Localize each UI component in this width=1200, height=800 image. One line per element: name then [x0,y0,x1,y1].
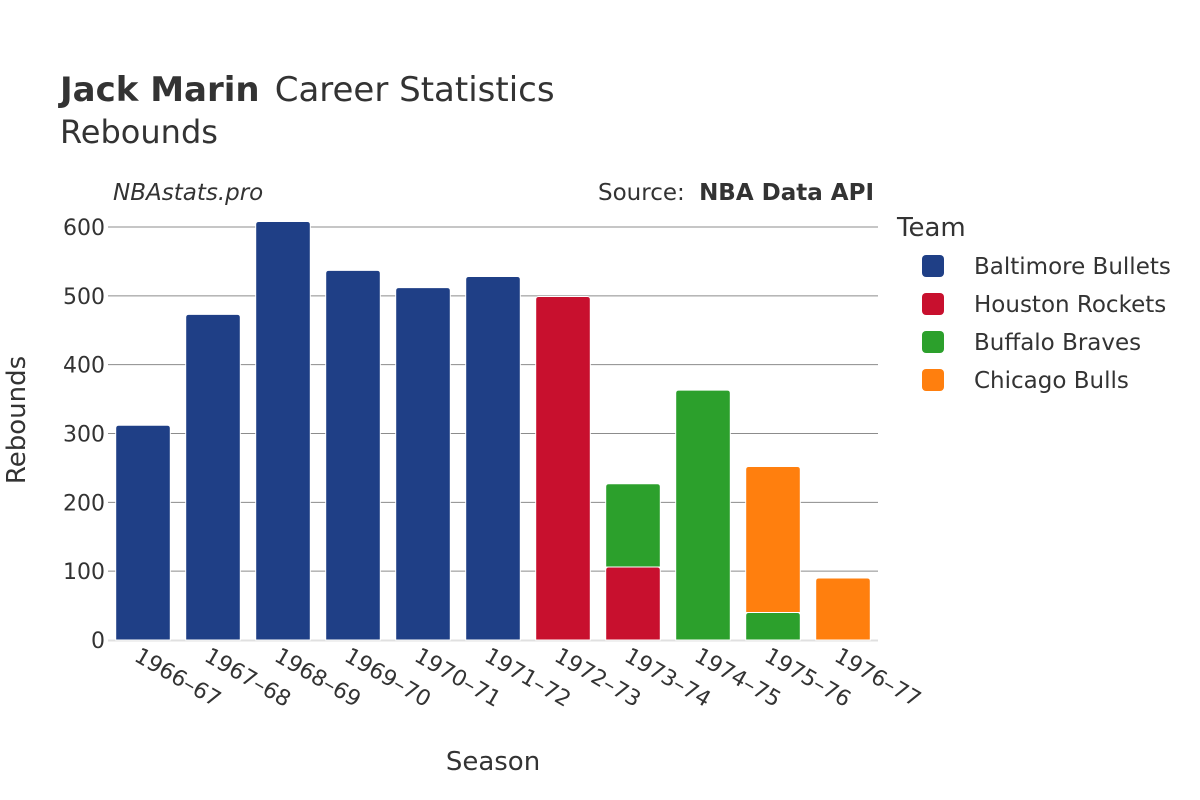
y-tick-label: 100 [63,560,105,585]
bar-houston-rockets-1973–74[interactable] [605,566,661,641]
bar-chicago-bulls-1976–77[interactable] [815,577,871,641]
bars [115,220,871,641]
bar-buffalo-braves-1973–74[interactable] [605,483,661,568]
bar-houston-rockets-1972–73[interactable] [535,296,591,641]
legend-label: Chicago Bulls [974,368,1129,394]
bar-baltimore-bullets-1969–70[interactable] [325,269,381,641]
bar-baltimore-bullets-1970–71[interactable] [395,287,451,641]
legend-swatch [922,255,944,277]
source-prefix: Source: [598,180,685,206]
svg-text:Jack Marin Career Statis: Jack Marin Career Statistics [58,70,555,110]
bar-baltimore-bullets-1968–69[interactable] [255,220,311,641]
legend-item-buffalo-braves[interactable]: Buffalo Braves [922,330,1141,356]
legend-swatch [922,293,944,315]
legend-title: Team [896,213,966,243]
legend-item-chicago-bulls[interactable]: Chicago Bulls [922,368,1129,394]
y-axis-ticks: 0 100 200 300 400 500 600 [63,216,105,654]
bar-buffalo-braves-1974–75[interactable] [675,389,731,641]
chart-title: Jack Marin Career Statistics Rebounds [58,70,555,151]
y-tick-label: 300 [63,423,105,448]
bar-baltimore-bullets-1971–72[interactable] [465,276,521,641]
y-tick-label: 500 [63,285,105,310]
legend-swatch [922,369,944,391]
legend-label: Houston Rockets [974,292,1166,318]
bar-baltimore-bullets-1967–68[interactable] [185,313,241,641]
bar-buffalo-braves-1975–76[interactable] [745,611,801,641]
y-tick-label: 400 [63,354,105,379]
legend-swatch [922,331,944,353]
y-axis-title: Rebounds [2,356,32,484]
credit-text: NBAstats.pro [113,180,263,206]
y-tick-label: 0 [91,629,105,654]
title-rest: Career Statistics [275,70,555,110]
legend-label: Buffalo Braves [974,330,1141,356]
legend-item-baltimore-bullets[interactable]: Baltimore Bullets [922,254,1171,280]
legend-item-houston-rockets[interactable]: Houston Rockets [922,292,1166,318]
bar-baltimore-bullets-1966–67[interactable] [115,424,171,641]
legend: Team Baltimore Bullets Houston Rockets Buf… [896,213,1171,394]
y-tick-label: 200 [63,491,105,516]
x-axis-ticks: 1966–671967–681968–691969–701970–711971–… [130,644,925,713]
source-text: Source: NBA Data API [598,180,874,206]
x-axis-title: Season [446,747,540,777]
chart-subtitle: Rebounds [60,113,218,151]
legend-label: Baltimore Bullets [974,254,1171,280]
bar-chicago-bulls-1975–76[interactable] [745,466,801,613]
player-name: Jack Marin [58,70,260,110]
y-tick-label: 600 [63,216,105,241]
source-name: NBA Data API [699,180,874,206]
